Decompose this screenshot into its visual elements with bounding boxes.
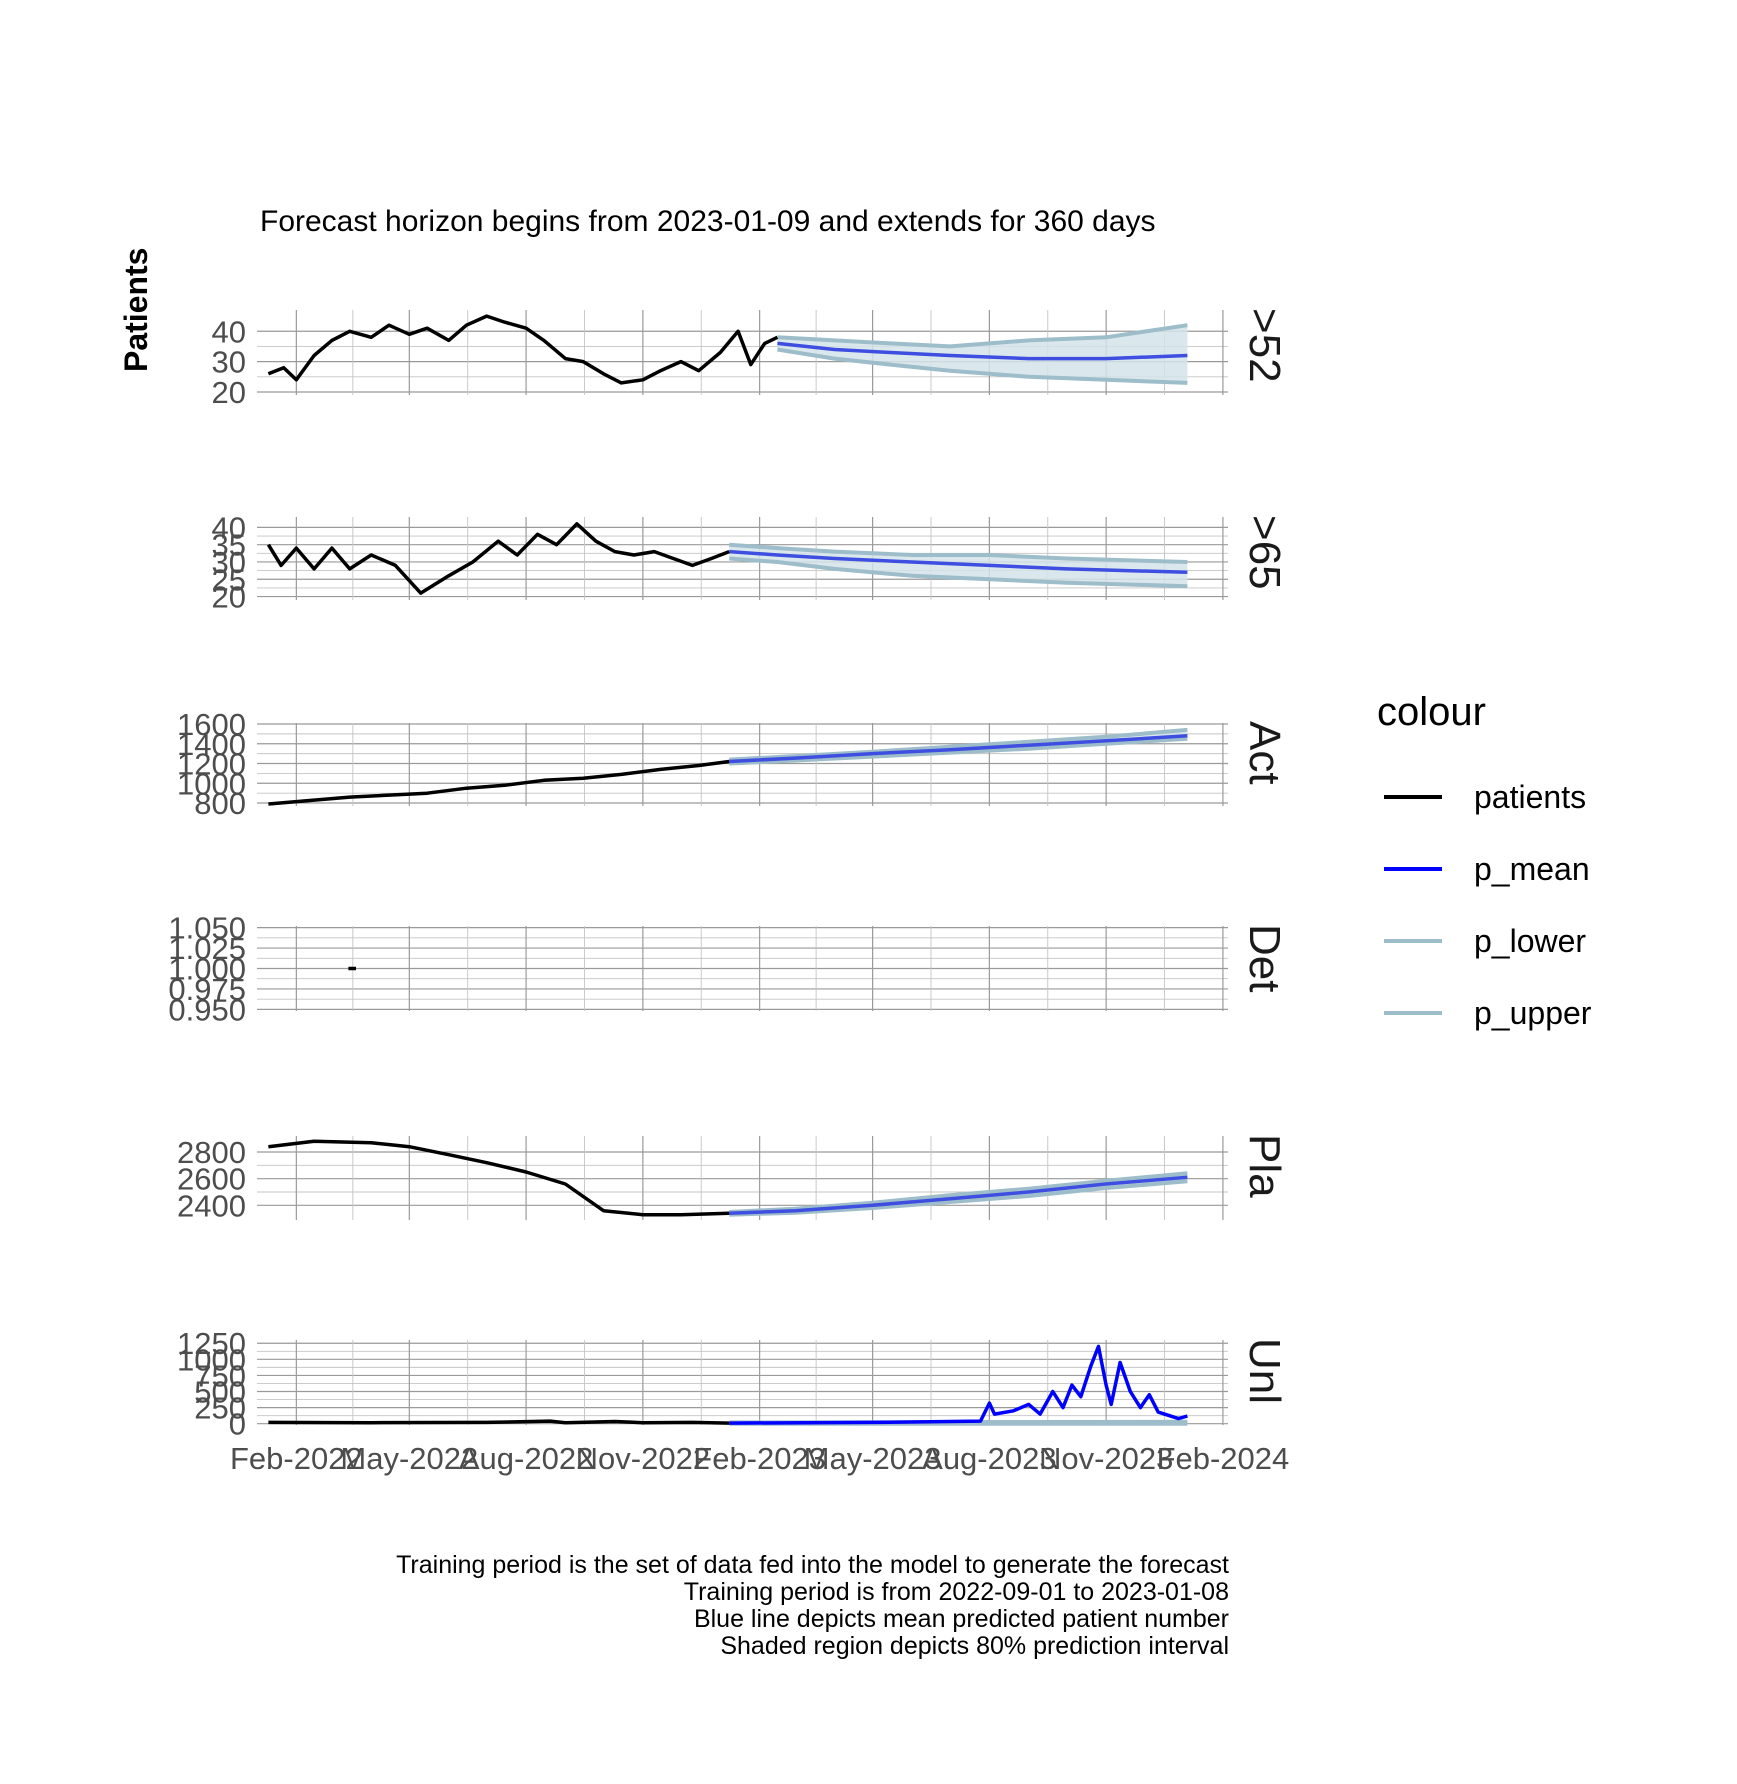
legend-item-p-lower: p_lower xyxy=(1377,905,1591,977)
y-tick-label: 1600 xyxy=(177,707,246,742)
legend-key-p-upper xyxy=(1384,1011,1442,1015)
strip-group: Det xyxy=(1240,924,1289,992)
patients-line xyxy=(268,759,730,806)
p-upper-line xyxy=(729,1171,1188,1214)
caption-line: Blue line depicts mean predicted patient… xyxy=(693,1605,1229,1633)
p-upper-line xyxy=(729,727,1188,762)
y-tick-label: 0 xyxy=(229,1407,246,1442)
y-tick-label: 1250 xyxy=(177,1326,246,1361)
y-tick-label: 1000 xyxy=(177,1342,246,1377)
p-mean-line xyxy=(729,734,1188,764)
x-tick-label: Feb-2022 xyxy=(230,1441,363,1476)
legend-label: p_upper xyxy=(1474,994,1592,1031)
strip-group: Act xyxy=(1240,721,1289,785)
legend-label: p_lower xyxy=(1474,922,1587,959)
legend: colour patients p_mean p_lower p_upper xyxy=(1377,690,1591,1049)
p-mean-line xyxy=(729,1175,1188,1216)
strip-label: Unl xyxy=(1240,1338,1289,1404)
y-tick-label: 30 xyxy=(212,545,246,580)
y-tick-label: 0.950 xyxy=(168,992,246,1027)
y-tick-label: 2400 xyxy=(177,1188,246,1223)
strip-label: >65 xyxy=(1240,515,1289,590)
x-tick-label: Aug-2022 xyxy=(459,1441,593,1476)
y-tick-label: 500 xyxy=(194,1375,246,1410)
legend-item-p-mean: p_mean xyxy=(1377,833,1591,905)
y-tick-label: 1.000 xyxy=(168,952,246,987)
caption-line: Training period is the set of data fed i… xyxy=(396,1551,1229,1579)
x-tick-label: Nov-2023 xyxy=(1039,1441,1173,1476)
y-tick-label: 1000 xyxy=(177,766,246,801)
y-tick-label: 2600 xyxy=(177,1162,246,1197)
y-tick-label: 1.050 xyxy=(168,911,246,946)
y-tick-label: 30 xyxy=(212,345,246,380)
y-tick-label: 1200 xyxy=(177,747,246,782)
x-tick-label: May-2022 xyxy=(340,1441,478,1476)
strip-group: >52 xyxy=(1240,308,1289,383)
p-lower-line xyxy=(777,347,1188,385)
patients-line xyxy=(267,314,779,385)
y-tick-label: 1400 xyxy=(177,727,246,762)
y-tick-label: 40 xyxy=(212,510,246,545)
y-tick-label: 1.025 xyxy=(168,931,246,966)
legend-key-p-mean xyxy=(1384,867,1442,871)
legend-label: p_mean xyxy=(1474,850,1590,887)
strip-label: Pla xyxy=(1240,1134,1289,1198)
strip-label: >52 xyxy=(1240,308,1289,383)
p-lower-line xyxy=(729,736,1188,766)
x-tick-label: Feb-2023 xyxy=(693,1441,826,1476)
y-tick-label: 2800 xyxy=(177,1135,246,1170)
p-lower-line xyxy=(729,556,1188,589)
chart-title: Forecast horizon begins from 2023-01-09 … xyxy=(260,205,1156,238)
strip-group: Pla xyxy=(1240,1134,1289,1198)
strip-label: Det xyxy=(1240,924,1289,992)
legend-item-p-upper: p_upper xyxy=(1377,977,1591,1049)
x-tick-label: May-2023 xyxy=(804,1441,942,1476)
caption: Training period is the set of data fed i… xyxy=(396,1552,1229,1660)
legend-item-patients: patients xyxy=(1377,761,1591,833)
y-tick-label: 250 xyxy=(194,1391,246,1426)
y-tick-label: 20 xyxy=(212,375,246,410)
legend-key-p-lower xyxy=(1384,939,1442,943)
y-tick-label: 800 xyxy=(194,786,246,821)
legend-label: patients xyxy=(1474,778,1587,815)
strip-group: Unl xyxy=(1240,1338,1289,1404)
x-tick-label: Aug-2023 xyxy=(922,1441,1056,1476)
p-upper-line xyxy=(729,542,1188,564)
p-mean-line xyxy=(729,549,1188,575)
legend-key-patients xyxy=(1384,795,1442,799)
x-tick-label: Feb-2024 xyxy=(1157,1441,1290,1476)
p-mean-line xyxy=(777,341,1188,361)
p-upper-line xyxy=(777,323,1188,349)
y-tick-label: 40 xyxy=(212,314,246,349)
strip-group: >65 xyxy=(1240,515,1289,590)
y-tick-label: 25 xyxy=(212,562,246,597)
x-tick-label: Nov-2022 xyxy=(576,1441,710,1476)
strip-label: Act xyxy=(1240,721,1289,785)
y-tick-label: 750 xyxy=(194,1358,246,1393)
caption-line: Shaded region depicts 80% prediction int… xyxy=(720,1632,1229,1660)
p-lower-line xyxy=(729,1179,1188,1217)
patients-line xyxy=(266,522,730,595)
patients-line xyxy=(268,1139,730,1217)
p-mean-line xyxy=(729,1344,1188,1425)
patients-line xyxy=(268,1419,730,1425)
y-axis-label: Patients xyxy=(118,247,154,372)
y-tick-label: 20 xyxy=(212,580,246,615)
caption-line: Training period is from 2022-09-01 to 20… xyxy=(683,1578,1229,1606)
legend-title: colour xyxy=(1377,690,1486,734)
y-tick-label: 0.975 xyxy=(168,972,246,1007)
y-tick-label: 35 xyxy=(212,528,246,563)
